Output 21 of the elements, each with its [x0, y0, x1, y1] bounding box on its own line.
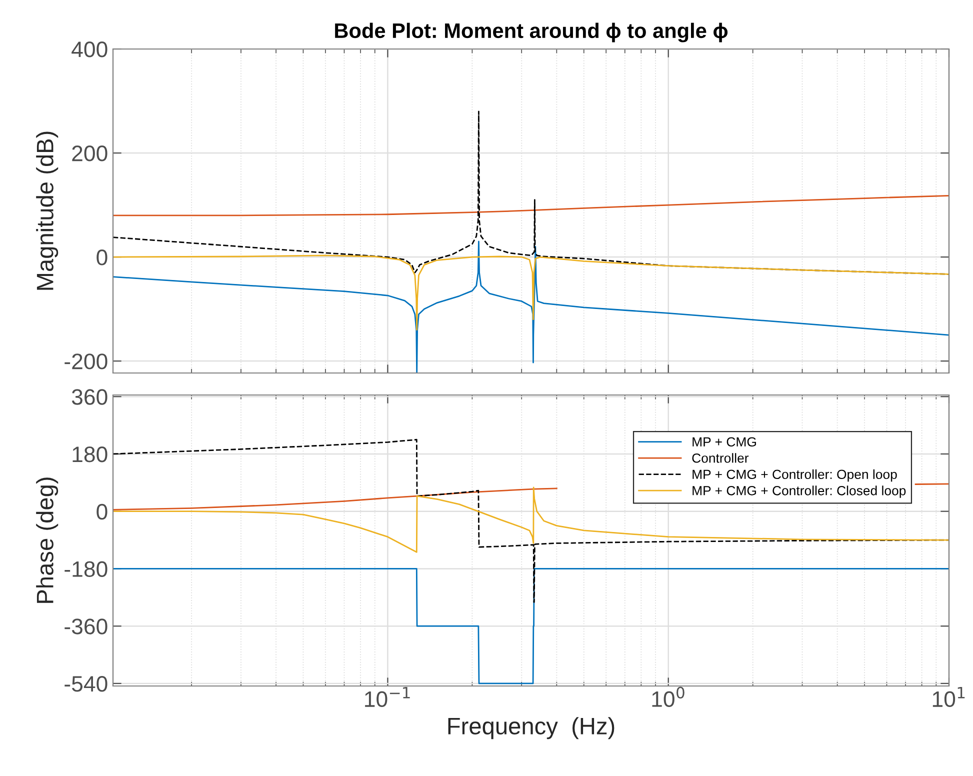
y-tick-label: 180	[72, 446, 108, 462]
y-axis-title: Phase (deg)	[36, 478, 58, 603]
x-axis-title: Frequency (Hz)	[448, 717, 614, 740]
y-tick-label: -180	[64, 561, 108, 577]
y-tick-label: -360	[64, 618, 108, 634]
y-axis-title: Magnitude (dB)	[36, 132, 58, 290]
legend-label: MP + CMG + Controller: Open loop	[692, 469, 897, 482]
y-tick-label: 360	[72, 389, 108, 405]
y-tick-label: -540	[64, 676, 108, 692]
x-tick-label: 10$^{−1}$	[365, 686, 410, 708]
y-tick-label: -200	[64, 354, 108, 370]
legend-label: MP + CMG + Controller: Closed loop	[692, 486, 906, 498]
x-tick-label: 10$^{1}$	[932, 686, 965, 708]
legend-label: Controller	[692, 453, 749, 463]
y-tick-label: 0	[96, 250, 108, 266]
y-tick-label: 0	[96, 504, 108, 520]
legend-label: MP + CMG	[692, 437, 756, 447]
y-tick-label: 400	[72, 42, 108, 58]
y-tick-label: 200	[72, 146, 108, 162]
x-tick-label: 10$^{0}$	[652, 686, 684, 708]
chart-title: Bode Plot: Moment around ϕ to angle ϕ	[335, 22, 728, 42]
